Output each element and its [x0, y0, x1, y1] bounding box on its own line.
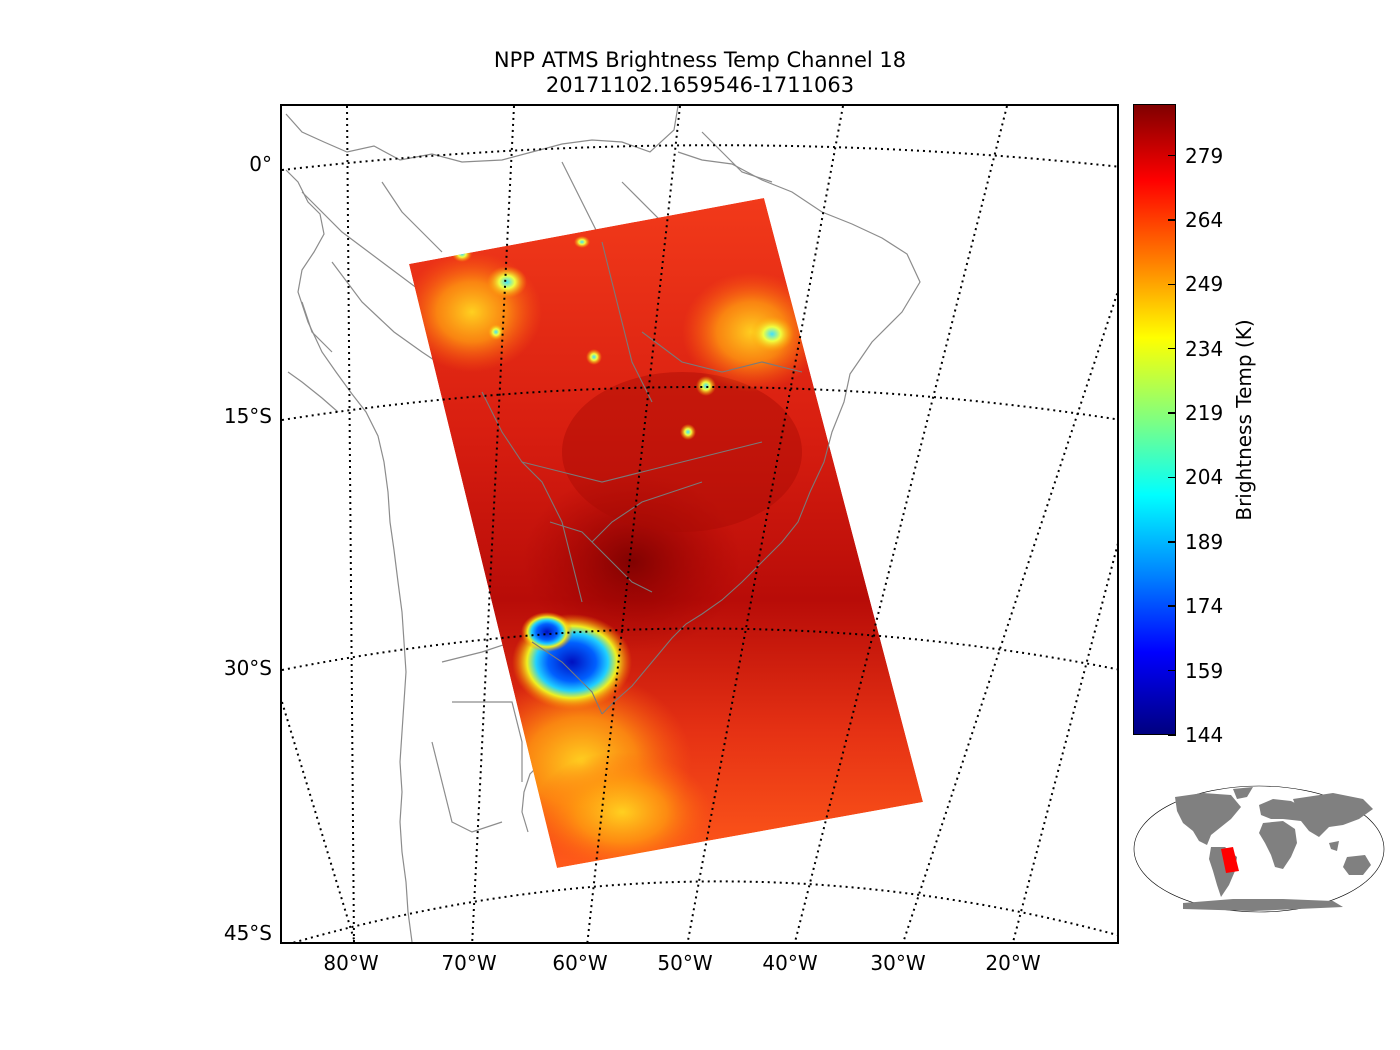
lat-label-45s: 45°S [223, 921, 272, 945]
colorbar-tick-mark [1168, 541, 1176, 543]
figure-title: NPP ATMS Brightness Temp Channel 18 [493, 48, 907, 72]
lon-label-30w: 30°W [870, 951, 926, 975]
brightness-temp-swath [409, 198, 923, 868]
colorbar-tick-label: 144 [1185, 723, 1224, 747]
colorbar-tick-mark [1168, 669, 1176, 672]
graticule [282, 106, 1117, 942]
lon-label-40w: 40°W [762, 951, 818, 975]
colorbar-tick-label: 174 [1185, 594, 1224, 619]
colorbar-tick-label: 264 [1185, 207, 1224, 232]
colorbar-tick-label: 159 [1185, 658, 1224, 683]
lon-label-80w: 80°W [323, 951, 379, 975]
colorbar-tick-mark [1168, 154, 1176, 157]
lon-label-50w: 50°W [657, 951, 713, 975]
colorbar-tick-mark [1168, 476, 1176, 479]
inset-landmass [1175, 787, 1373, 911]
colorbar-tick-mark [1168, 219, 1176, 221]
figure-subtitle-timestamp: 20171102.1659546-1711063 [545, 73, 855, 97]
inset-swath-footprint [1221, 847, 1239, 873]
colorbar-tick-label: 234 [1185, 336, 1224, 361]
colorbar-tick-mark [1168, 412, 1176, 414]
colorbar-tick-label: 219 [1185, 401, 1224, 426]
colorbar-tick-label: 279 [1185, 143, 1224, 168]
colorbar-tick-mark [1168, 283, 1176, 286]
colorbar-title: Brightness Temp (K) [1232, 319, 1256, 521]
lon-label-60w: 60°W [552, 951, 608, 975]
colorbar-tick-label: 189 [1185, 529, 1224, 554]
inset-world-map [1133, 785, 1385, 913]
colorbar-tick-label: 249 [1185, 272, 1224, 297]
colorbar-tick-label: 204 [1185, 465, 1224, 490]
lon-label-70w: 70°W [441, 951, 497, 975]
colorbar [1133, 104, 1176, 735]
lon-label-20w: 20°W [985, 951, 1041, 975]
colorbar-tick-mark [1168, 605, 1176, 607]
colorbar-tick-mark [1168, 347, 1176, 350]
colorbar-tick-mark [1168, 734, 1176, 736]
map-panel [280, 104, 1119, 944]
lat-label-15s: 15°S [223, 404, 272, 428]
lat-label-30s: 30°S [223, 656, 272, 680]
lat-label-0: 0° [249, 152, 272, 176]
map-svg [282, 106, 1117, 942]
